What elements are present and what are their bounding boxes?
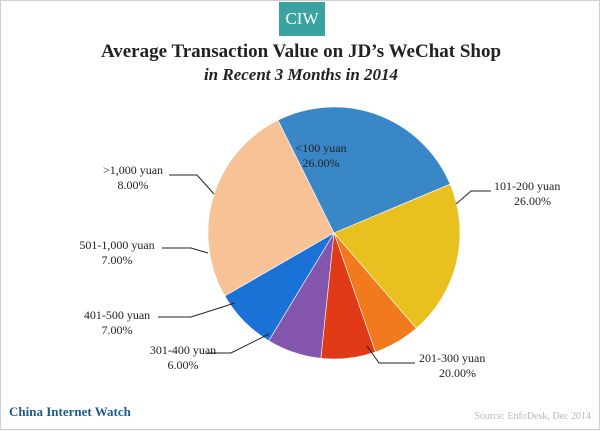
slice-value-label: 7.00% xyxy=(102,253,133,267)
chart-subtitle: in Recent 3 Months in 2014 xyxy=(203,65,399,84)
slice-label: 101-200 yuan xyxy=(494,179,560,193)
leader-line xyxy=(207,333,270,354)
slice-label: 301-400 yuan xyxy=(150,343,216,357)
pie-slice xyxy=(224,232,335,342)
ciw-logo-badge: CIW xyxy=(279,2,325,36)
slice-label: <100 yuan xyxy=(295,141,346,155)
pie-slice xyxy=(333,183,461,329)
pie-slice xyxy=(207,119,335,297)
leader-line xyxy=(158,302,236,318)
chart-title: Average Transaction Value on JD’s WeChat… xyxy=(100,41,502,62)
leader-line xyxy=(455,190,491,205)
slice-label: >1,000 yuan xyxy=(103,163,163,177)
pie-slice xyxy=(277,106,451,234)
slice-value-label: 7.00% xyxy=(102,323,133,337)
slice-value-label: 6.00% xyxy=(168,358,199,372)
slice-value-label: 8.00% xyxy=(118,178,149,192)
leader-line xyxy=(162,247,209,254)
slice-label: 201-300 yuan xyxy=(419,351,485,365)
brand-text: China Internet Watch xyxy=(9,404,131,419)
slice-label: 401-500 yuan xyxy=(84,308,150,322)
slice-value-label: 26.00% xyxy=(303,156,340,170)
source-text: Source: EnfoDesk, Dec 2014 xyxy=(474,411,591,422)
leader-line xyxy=(169,174,215,195)
slice-label: 501-1,000 yuan xyxy=(79,238,154,252)
slice-value-label: 26.00% xyxy=(514,194,551,208)
slice-value-label: 20.00% xyxy=(439,366,476,380)
leader-line xyxy=(366,345,415,364)
